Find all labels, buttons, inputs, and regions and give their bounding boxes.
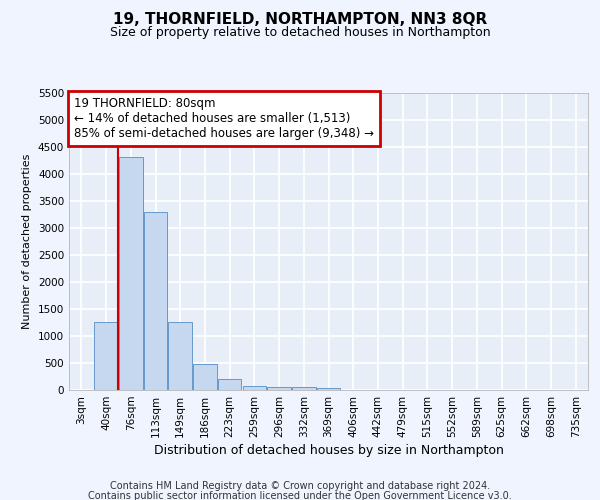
Text: 19 THORNFIELD: 80sqm
← 14% of detached houses are smaller (1,513)
85% of semi-de: 19 THORNFIELD: 80sqm ← 14% of detached h… xyxy=(74,97,374,140)
Y-axis label: Number of detached properties: Number of detached properties xyxy=(22,154,32,329)
Text: 19, THORNFIELD, NORTHAMPTON, NN3 8QR: 19, THORNFIELD, NORTHAMPTON, NN3 8QR xyxy=(113,12,487,28)
Bar xyxy=(169,322,192,390)
Text: Size of property relative to detached houses in Northampton: Size of property relative to detached ho… xyxy=(110,26,490,39)
Bar xyxy=(193,364,217,390)
Text: Contains HM Land Registry data © Crown copyright and database right 2024.: Contains HM Land Registry data © Crown c… xyxy=(110,481,490,491)
Bar xyxy=(94,322,118,390)
Bar xyxy=(218,379,241,390)
Bar xyxy=(292,388,316,390)
Text: Contains public sector information licensed under the Open Government Licence v3: Contains public sector information licen… xyxy=(88,491,512,500)
Bar xyxy=(119,158,143,390)
Bar xyxy=(144,212,167,390)
Bar xyxy=(268,387,291,390)
Bar xyxy=(317,388,340,390)
Bar xyxy=(242,386,266,390)
X-axis label: Distribution of detached houses by size in Northampton: Distribution of detached houses by size … xyxy=(154,444,503,457)
